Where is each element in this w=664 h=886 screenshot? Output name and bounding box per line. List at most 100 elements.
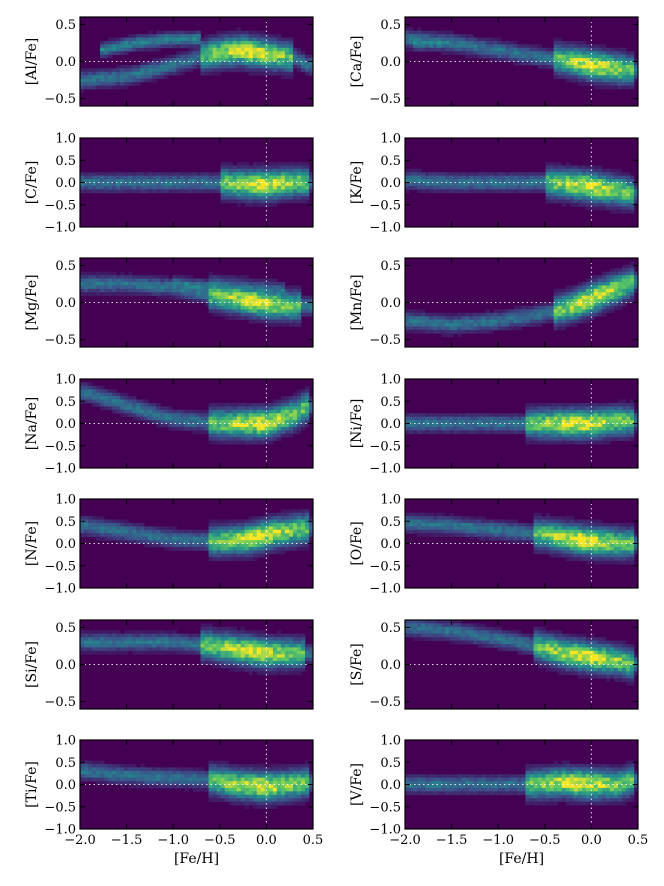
y-tick-label: 0.0	[55, 296, 76, 311]
x-tick-label: −2.0	[64, 833, 96, 848]
density-map	[80, 382, 313, 445]
x-tick-label: −1.5	[111, 833, 143, 848]
panel-ofe: 1.0 0.5 0.0 −0.5 −1.0 [O/Fe]	[349, 493, 639, 597]
y-axis-label: [Ni/Fe]	[349, 399, 365, 449]
y-tick-label: 0.5	[55, 621, 76, 636]
y-tick-label: 1.0	[380, 373, 401, 388]
x-tick-label: 0.0	[581, 833, 602, 848]
y-axis-label: [O/Fe]	[349, 521, 365, 565]
y-tick-label: −1.0	[369, 582, 401, 597]
y-tick-label: 0.0	[55, 417, 76, 432]
density-map	[405, 161, 638, 214]
y-tick-label: −1.0	[44, 221, 76, 236]
y-axis-label: [Na/Fe]	[24, 397, 40, 450]
y-axis-label: [Mg/Fe]	[24, 274, 40, 330]
y-axis-label: [Ca/Fe]	[349, 36, 365, 88]
y-tick-label: −0.5	[369, 198, 401, 213]
y-tick-label: −0.5	[369, 800, 401, 815]
panel-nafe: 1.0 0.5 0.0 −0.5 −1.0 [Na/Fe]	[24, 373, 314, 477]
y-tick-label: −1.0	[369, 823, 401, 838]
y-tick-label: 0.5	[380, 515, 401, 530]
x-tick-label: 0.0	[256, 833, 277, 848]
panel-vfe: 1.00.50.0−0.5−1.0−2.0 −1.5 −1.0 −0.5 0.0 0.5[…	[349, 734, 648, 868]
y-tick-label: 0.0	[380, 176, 401, 191]
y-tick-label: −1.0	[44, 582, 76, 597]
y-tick-label: −0.5	[369, 333, 401, 348]
y-tick-label: 1.0	[380, 734, 401, 749]
x-axis-label: [Fe/H]	[499, 851, 544, 867]
y-axis-label: [Al/Fe]	[24, 38, 40, 85]
y-tick-label: −0.5	[44, 198, 76, 213]
density-map	[405, 27, 638, 90]
y-tick-label: 1.0	[380, 493, 401, 508]
y-tick-label: 0.5	[380, 621, 401, 636]
x-axis-label: [Fe/H]	[174, 851, 219, 867]
y-tick-label: 0.5	[380, 154, 401, 169]
y-tick-label: 0.0	[380, 537, 401, 552]
y-tick-label: 0.0	[380, 417, 401, 432]
density-map	[80, 161, 313, 207]
y-axis-label: [N/Fe]	[24, 521, 40, 566]
y-axis-label: [S/Fe]	[349, 643, 365, 685]
y-tick-label: 0.0	[55, 176, 76, 191]
y-tick-label: 1.0	[55, 493, 76, 508]
y-tick-label: −0.5	[44, 559, 76, 574]
y-tick-label: 0.5	[380, 756, 401, 771]
y-tick-label: 0.5	[380, 18, 401, 33]
y-tick-label: 0.5	[55, 259, 76, 274]
y-tick-label: −1.0	[44, 462, 76, 477]
x-tick-label: −0.5	[529, 833, 561, 848]
x-tick-label: −0.5	[204, 833, 236, 848]
density-map	[405, 760, 638, 806]
y-tick-label: 0.0	[55, 658, 76, 673]
y-tick-label: −0.5	[369, 559, 401, 574]
x-tick-label: 0.5	[303, 833, 324, 848]
panel-sfe: 0.5 0.0 −0.5 [S/Fe]	[349, 619, 639, 710]
density-map	[405, 512, 638, 565]
y-tick-label: 0.0	[380, 778, 401, 793]
y-tick-label: −0.5	[369, 695, 401, 710]
y-tick-label: −1.0	[44, 823, 76, 838]
y-tick-label: −0.5	[44, 800, 76, 815]
y-tick-label: 0.0	[380, 658, 401, 673]
panel-nfe: 1.0 0.5 0.0 −0.5 −1.0 [N/Fe]	[24, 493, 314, 597]
panel-mnfe: 0.5 0.0 −0.5 [Mn/Fe]	[349, 257, 639, 348]
x-tick-label: 0.5	[628, 833, 649, 848]
y-tick-label: 1.0	[55, 373, 76, 388]
y-axis-label: [Mn/Fe]	[349, 274, 365, 330]
y-tick-label: 0.5	[55, 18, 76, 33]
panel-sife: 0.5 0.0 −0.5 [Si/Fe]	[24, 619, 314, 710]
y-tick-label: −0.5	[369, 439, 401, 454]
density-map	[80, 27, 313, 93]
y-tick-label: 1.0	[55, 132, 76, 147]
panel-nife: 1.0 0.5 0.0 −0.5 −1.0 [Ni/Fe]	[349, 373, 639, 477]
y-tick-label: −0.5	[44, 92, 76, 107]
density-map	[80, 623, 313, 676]
y-tick-label: 0.5	[55, 515, 76, 530]
density-map	[405, 620, 638, 686]
panel-tife: 1.00.50.0−0.5−1.0−2.0 −1.5 −1.0 −0.5 0.0 0.5[…	[24, 734, 323, 868]
y-axis-label: [K/Fe]	[349, 161, 365, 204]
panel-cfe: 1.0 0.5 0.0 −0.5 −1.0 [C/Fe]	[24, 132, 314, 236]
density-map	[80, 760, 313, 809]
y-axis-label: [Si/Fe]	[24, 641, 40, 688]
y-tick-label: 1.0	[380, 132, 401, 147]
x-tick-label: −1.0	[482, 833, 514, 848]
y-tick-label: 0.5	[380, 395, 401, 410]
panel-alfe: 0.5 0.0 −0.5 [Al/Fe]	[24, 16, 314, 107]
y-tick-label: 0.0	[55, 537, 76, 552]
y-tick-label: −0.5	[44, 695, 76, 710]
y-tick-label: 0.0	[380, 296, 401, 311]
y-tick-label: 0.5	[55, 756, 76, 771]
x-tick-label: −1.5	[436, 833, 468, 848]
y-tick-label: −0.5	[44, 333, 76, 348]
y-axis-label: [Ti/Fe]	[24, 761, 40, 808]
y-tick-label: 0.0	[55, 55, 76, 70]
y-tick-label: −0.5	[44, 439, 76, 454]
y-tick-label: −1.0	[369, 221, 401, 236]
panel-cafe: 0.5 0.0 −0.5 [Ca/Fe]	[349, 16, 639, 107]
y-tick-label: −1.0	[369, 462, 401, 477]
y-tick-label: 0.5	[55, 154, 76, 169]
density-map	[405, 399, 638, 445]
